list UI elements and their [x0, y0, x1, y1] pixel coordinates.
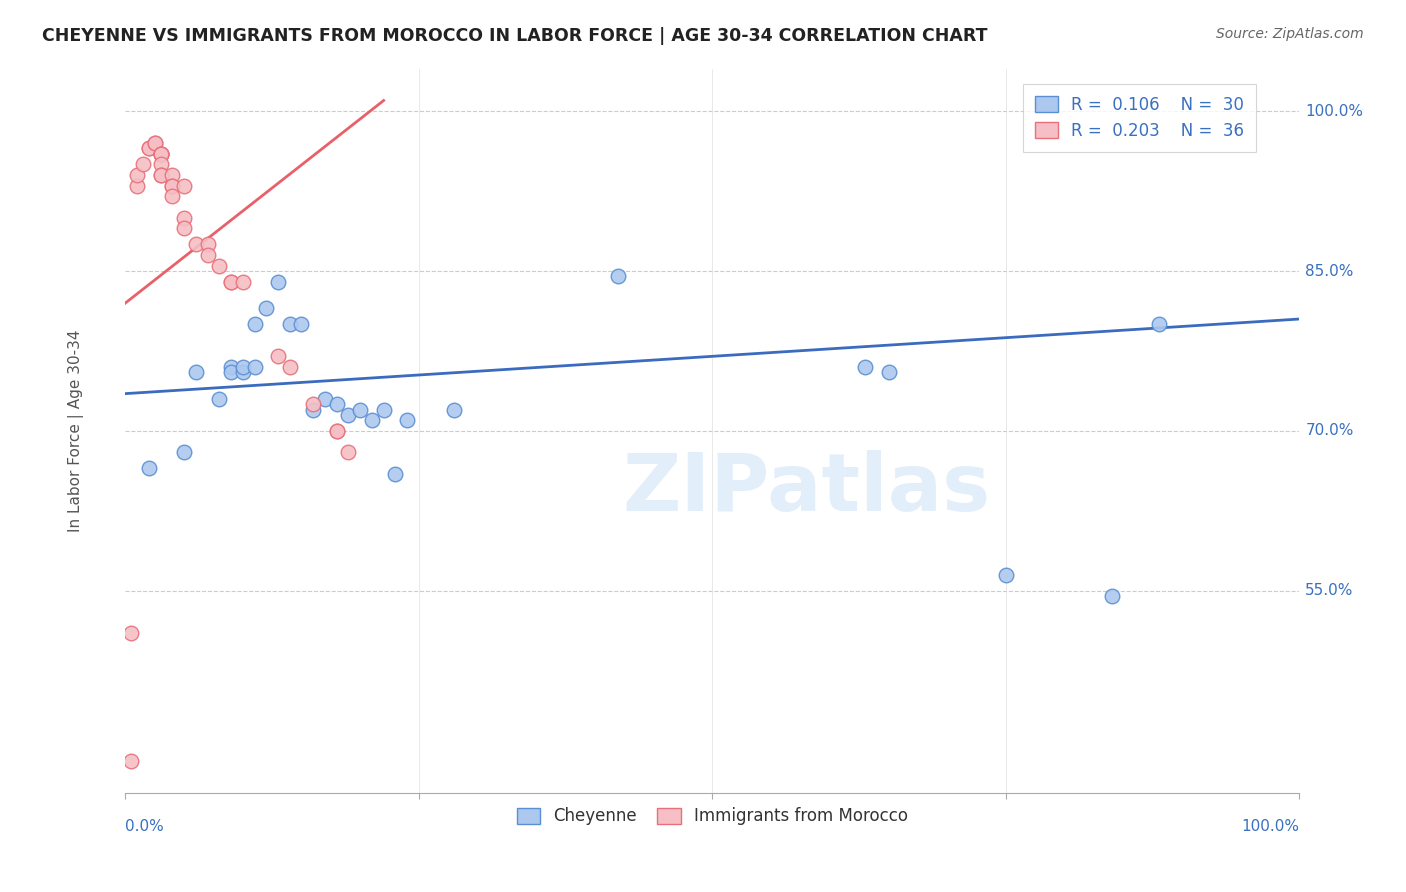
Point — [337, 408, 360, 422]
Point — [373, 402, 395, 417]
Point — [208, 259, 231, 273]
Point — [232, 365, 254, 379]
Point — [267, 349, 290, 363]
Point — [325, 424, 347, 438]
Point — [232, 275, 254, 289]
Point — [232, 359, 254, 374]
Point — [138, 461, 160, 475]
Text: In Labor Force | Age 30-34: In Labor Force | Age 30-34 — [69, 330, 84, 533]
Point — [143, 136, 166, 150]
Point — [173, 178, 195, 193]
Point — [254, 301, 277, 316]
Point — [184, 365, 207, 379]
Point — [853, 359, 876, 374]
Text: ZIPatlas: ZIPatlas — [623, 450, 990, 528]
Point — [127, 168, 149, 182]
Point — [162, 178, 184, 193]
Point — [149, 157, 172, 171]
Point — [243, 318, 266, 332]
Point — [149, 146, 172, 161]
Point — [302, 402, 325, 417]
Text: 70.0%: 70.0% — [1305, 424, 1354, 439]
Point — [396, 413, 419, 427]
Point — [302, 397, 325, 411]
Point — [1101, 589, 1123, 603]
Point — [143, 136, 166, 150]
Point — [149, 146, 172, 161]
Point — [184, 237, 207, 252]
Point — [162, 168, 184, 182]
Text: 55.0%: 55.0% — [1305, 583, 1354, 599]
Point — [127, 178, 149, 193]
Point — [877, 365, 900, 379]
Point — [149, 168, 172, 182]
Point — [443, 402, 465, 417]
Point — [149, 146, 172, 161]
Point — [278, 359, 301, 374]
Point — [325, 397, 347, 411]
Point — [1147, 318, 1170, 332]
Point — [384, 467, 406, 481]
Point — [219, 365, 242, 379]
Point — [349, 402, 371, 417]
Point — [607, 269, 630, 284]
Text: 0.0%: 0.0% — [125, 819, 165, 834]
Point — [197, 237, 219, 252]
Point — [149, 146, 172, 161]
Point — [314, 392, 336, 406]
Text: 85.0%: 85.0% — [1305, 263, 1354, 278]
Text: 100.0%: 100.0% — [1305, 103, 1364, 119]
Point — [290, 318, 312, 332]
Point — [243, 359, 266, 374]
Point — [149, 168, 172, 182]
Point — [120, 626, 142, 640]
Point — [197, 248, 219, 262]
Point — [219, 359, 242, 374]
Point — [173, 211, 195, 225]
Point — [267, 275, 290, 289]
Point — [208, 392, 231, 406]
Point — [219, 275, 242, 289]
Point — [138, 141, 160, 155]
Point — [337, 445, 360, 459]
Text: Source: ZipAtlas.com: Source: ZipAtlas.com — [1216, 27, 1364, 41]
Point — [994, 567, 1017, 582]
Point — [162, 178, 184, 193]
Point — [162, 189, 184, 203]
Legend: Cheyenne, Immigrants from Morocco: Cheyenne, Immigrants from Morocco — [510, 801, 914, 832]
Point — [278, 318, 301, 332]
Point — [120, 755, 142, 769]
Point — [138, 141, 160, 155]
Point — [132, 157, 155, 171]
Point — [361, 413, 384, 427]
Point — [173, 445, 195, 459]
Point — [325, 424, 347, 438]
Text: CHEYENNE VS IMMIGRANTS FROM MOROCCO IN LABOR FORCE | AGE 30-34 CORRELATION CHART: CHEYENNE VS IMMIGRANTS FROM MOROCCO IN L… — [42, 27, 987, 45]
Point — [219, 275, 242, 289]
Text: 100.0%: 100.0% — [1241, 819, 1299, 834]
Point — [173, 221, 195, 235]
